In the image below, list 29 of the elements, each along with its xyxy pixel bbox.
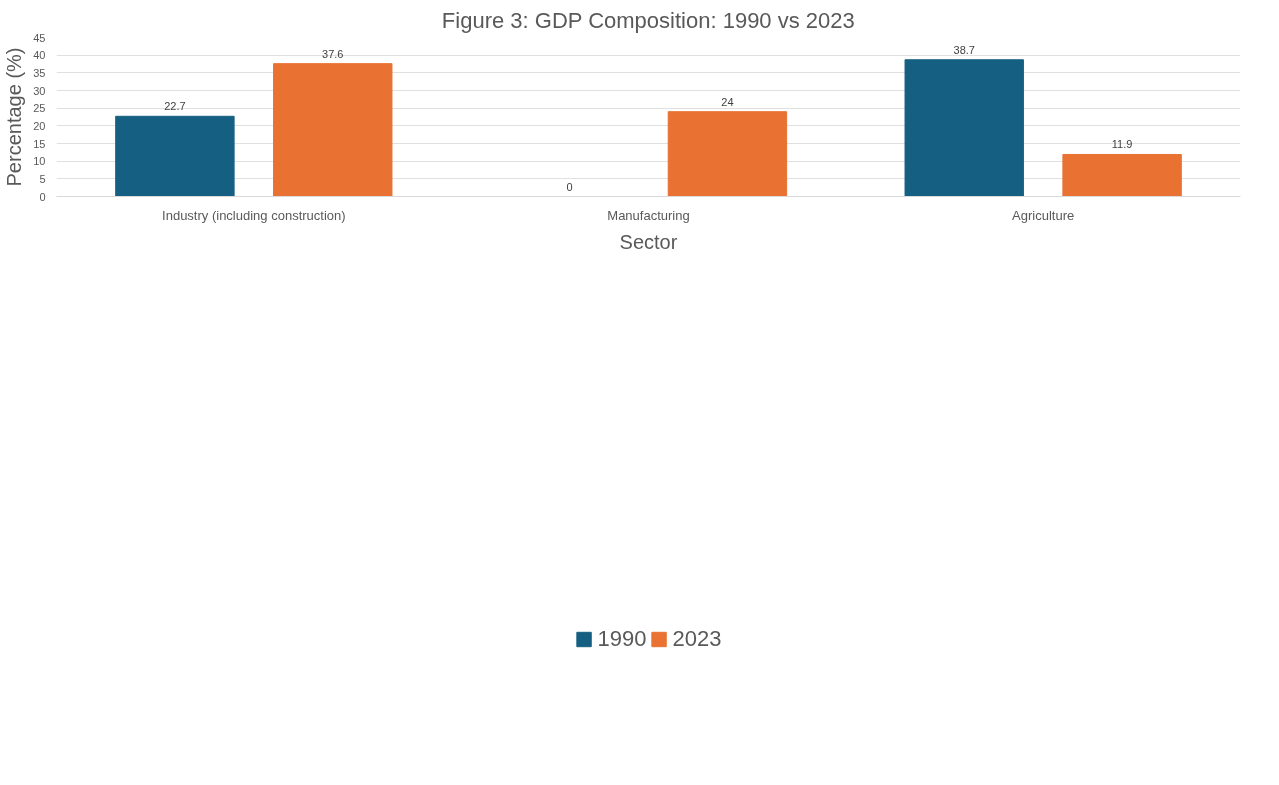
x-tick-label: Manufacturing	[607, 207, 690, 223]
y-tick-label: 35	[33, 66, 46, 79]
legend-label: 1990	[597, 625, 647, 652]
data-label: 38.7	[953, 43, 975, 56]
data-label: 11.9	[1111, 138, 1133, 151]
y-tick-label: 25	[33, 102, 46, 115]
chart-title: Figure 3: GDP Composition: 1990 vs 2023	[441, 7, 855, 33]
bar	[1062, 153, 1182, 197]
y-tick-label: 20	[33, 119, 46, 132]
legend-label: 2023	[672, 625, 722, 652]
y-tick-label: 0	[39, 190, 46, 203]
x-tick-label: Agriculture	[1012, 207, 1075, 223]
data-label: 37.6	[322, 47, 344, 60]
y-tick-label: 15	[33, 137, 46, 150]
data-label: 24	[721, 95, 734, 108]
x-axis-title: Sector	[619, 230, 678, 253]
y-axis-title: Percentage (%)	[3, 47, 26, 187]
data-label: 22.7	[164, 100, 186, 113]
data-label: 0	[566, 180, 573, 193]
y-tick-label: 45	[33, 31, 46, 44]
y-tick-label: 40	[33, 49, 46, 62]
bar	[904, 59, 1024, 197]
y-tick-label: 30	[33, 84, 46, 97]
x-tick-label: Industry (including construction)	[162, 207, 346, 223]
bar	[273, 63, 393, 197]
y-tick-label: 5	[39, 172, 46, 185]
bar	[115, 115, 235, 197]
bar	[667, 111, 788, 197]
y-tick-label: 10	[33, 155, 46, 168]
